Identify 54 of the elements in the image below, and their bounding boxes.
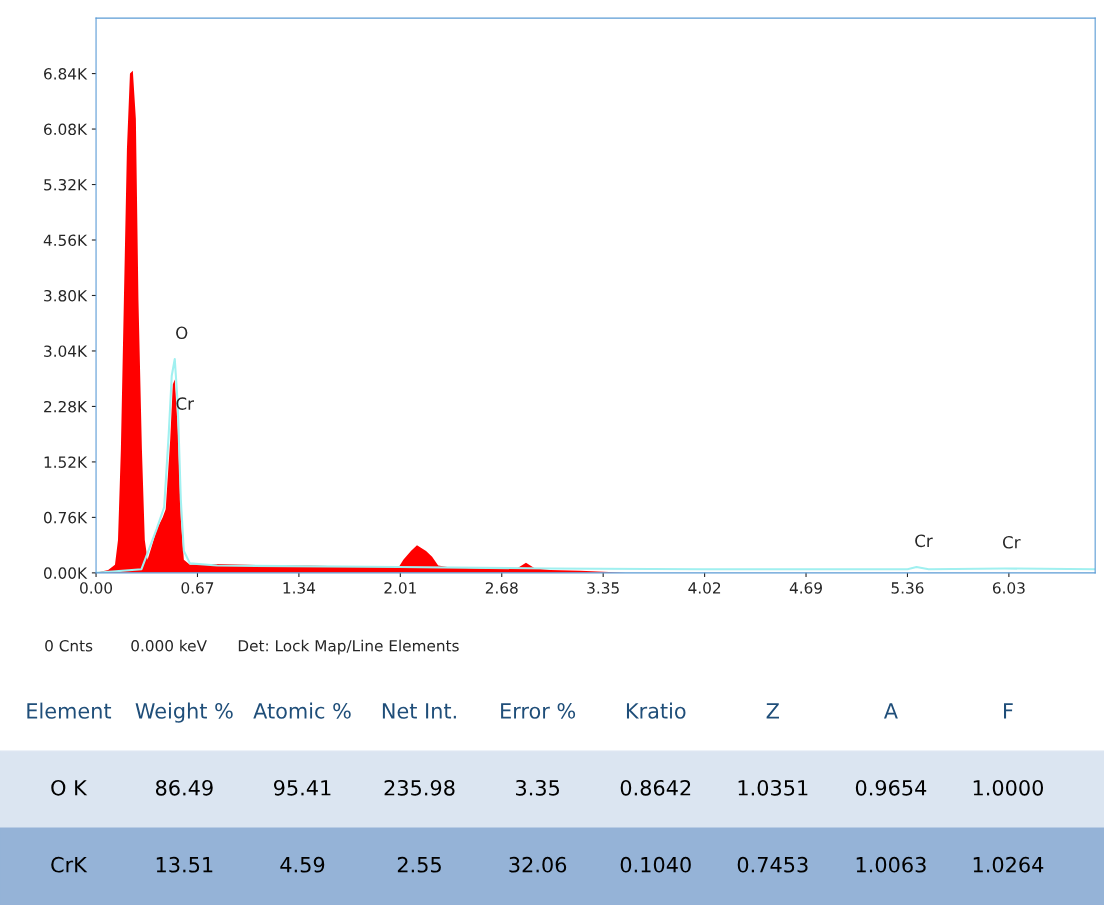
text: 95.41 (273, 779, 331, 796)
annotation: Cr (1002, 535, 1021, 549)
y-tick-label: 3.04K (44, 345, 88, 357)
text: F (1004, 703, 1013, 719)
text: 13.51 (156, 856, 213, 873)
x-tick-label: 2.01 (384, 582, 416, 594)
text: Element (27, 702, 112, 719)
y-tick-label: 0.00K (43, 567, 88, 579)
text: 235.98 (384, 779, 455, 796)
text: 1.0264 (973, 856, 1044, 873)
text: 86.49 (155, 779, 213, 796)
y-tick-label: 2.28K (44, 400, 88, 413)
y-tick-label: 6.08K (44, 123, 88, 136)
text: 3.35 (516, 779, 560, 796)
text: 1.0000 (973, 779, 1044, 796)
text: Kratio (626, 702, 686, 719)
text: 0 Cnts (45, 639, 93, 652)
text: Net Int. (382, 703, 456, 719)
text: Det: Lock Map/Line Elements (238, 639, 459, 655)
y-tick-label: 6.84K (44, 68, 88, 80)
x-tick-label: 0.00 (80, 582, 113, 594)
text: 2.55 (397, 856, 441, 873)
text: 0.9654 (855, 779, 927, 796)
y-tick-label: 1.52K (44, 456, 88, 468)
text: CrK (51, 856, 88, 873)
text: 32.06 (509, 856, 567, 873)
text: A (883, 703, 898, 719)
text: 0.000 keV (131, 639, 207, 652)
text: 0.1040 (620, 856, 691, 873)
text: 0.8642 (620, 779, 691, 796)
y-tick-label: 0.76K (43, 511, 88, 524)
annotation: Cr (176, 397, 194, 410)
x-tick-label: 5.36 (891, 582, 924, 594)
text: Z (766, 703, 779, 719)
x-tick-label: 3.35 (587, 582, 619, 594)
text: O K (51, 779, 88, 796)
x-tick-label: 4.69 (789, 582, 822, 594)
x-tick-label: 1.34 (283, 582, 316, 594)
y-tick-label: 5.32K (44, 178, 88, 191)
text: Weight % (135, 702, 233, 723)
text: Error % (501, 702, 576, 719)
x-tick-label: 2.68 (485, 582, 518, 594)
text: 0.7453 (737, 856, 808, 873)
text: 4.59 (280, 856, 325, 873)
annotation: O (176, 326, 188, 340)
text: 1.0063 (856, 856, 926, 873)
text: 1.0351 (738, 779, 808, 796)
y-tick-label: 3.80K (44, 289, 88, 302)
annotation: Cr (915, 534, 933, 548)
x-tick-label: 0.67 (181, 582, 214, 594)
x-tick-label: 4.02 (688, 582, 721, 594)
x-tick-label: 6.03 (992, 582, 1025, 594)
text: Atomic % (253, 702, 351, 719)
y-tick-label: 4.56K (43, 234, 88, 247)
